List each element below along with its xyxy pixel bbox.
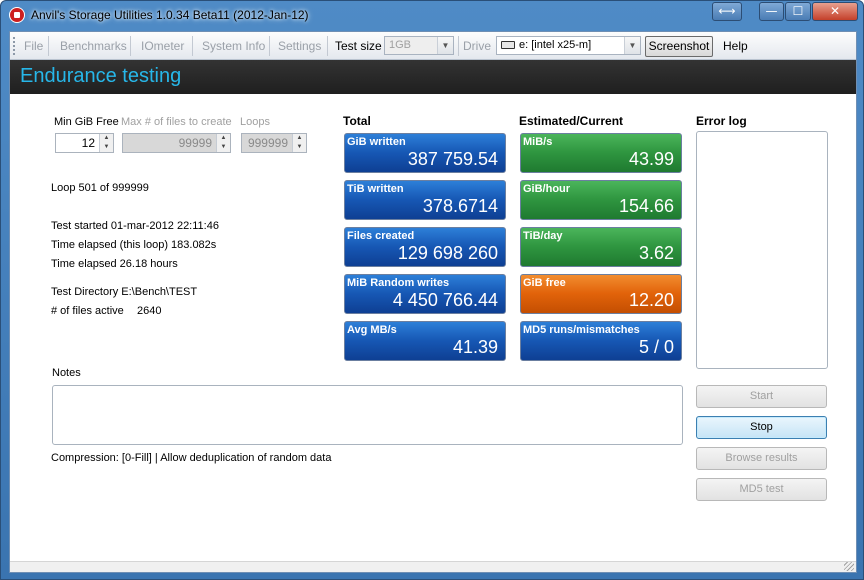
compression-info: Compression: [0-Fill] | Allow deduplicat…	[51, 452, 332, 464]
tile-value: 41.39	[452, 337, 498, 357]
tile-value: 154.66	[618, 196, 674, 216]
tile-value: 12.20	[628, 290, 674, 310]
menu-help[interactable]: Help	[723, 39, 748, 53]
resize-grip-icon[interactable]	[844, 562, 854, 571]
spin-arrows-icon[interactable]: ▲ ▼	[216, 134, 230, 152]
menu-separator	[48, 36, 49, 56]
tile-gib-free: GiB free 12.20	[520, 274, 682, 314]
maximize-button[interactable]: ☐	[785, 2, 811, 21]
estimated-title: Estimated/Current	[519, 114, 624, 128]
anvil-app-icon[interactable]	[9, 7, 25, 23]
start-button[interactable]: Start	[696, 385, 827, 408]
menu-separator	[192, 36, 193, 56]
test-size-label: Test size	[335, 39, 382, 53]
browse-results-button[interactable]: Browse results	[696, 447, 827, 470]
menu-file[interactable]: File	[24, 39, 44, 53]
md5-test-button[interactable]: MD5 test	[696, 478, 827, 501]
chevron-down-icon[interactable]: ▼	[437, 37, 453, 54]
tile-label: MD5 runs/mismatches	[523, 324, 640, 336]
time-elapsed-loop: Time elapsed (this loop) 183.082s	[51, 239, 217, 251]
tile-value: 5 / 0	[638, 337, 674, 357]
spin-arrows-icon[interactable]: ▲ ▼	[292, 134, 306, 152]
tile-label: GiB/hour	[523, 183, 571, 195]
notes-textarea[interactable]	[52, 385, 683, 445]
drive-icon	[501, 41, 515, 49]
close-button[interactable]: ✕	[812, 2, 858, 21]
tile-files-created: Files created 129 698 260	[344, 227, 506, 267]
loops-label: Loops	[240, 116, 270, 128]
error-log-title: Error log	[696, 114, 747, 128]
tile-label: Avg MB/s	[347, 324, 397, 336]
swap-arrows-icon[interactable]: ⟷	[712, 2, 742, 21]
tile-value: 129 698 260	[397, 243, 498, 263]
menu-benchmarks[interactable]: Benchmarks	[60, 39, 127, 53]
tile-label: Files created	[347, 230, 415, 242]
tile-value: 3.62	[638, 243, 674, 263]
tile-mib-per-s: MiB/s 43.99	[520, 133, 682, 173]
menu-separator	[269, 36, 270, 56]
spin-arrows-icon[interactable]: ▲ ▼	[99, 134, 113, 152]
screenshot-button[interactable]: Screenshot	[645, 36, 713, 57]
time-elapsed-total: Time elapsed 26.18 hours	[51, 258, 178, 270]
tile-label: GiB free	[523, 277, 566, 289]
totals-title: Total	[343, 114, 371, 128]
main-client-area: File Benchmarks IOmeter System Info Sett…	[9, 31, 857, 573]
drive-select[interactable]: e: [intel x25-m] ▼	[496, 36, 641, 55]
max-files-stepper[interactable]: 99999 ▲ ▼	[122, 133, 231, 153]
tile-label: MiB Random writes	[347, 277, 450, 289]
menu-separator	[130, 36, 131, 56]
min-gib-free-stepper[interactable]: 12 ▲ ▼	[55, 133, 114, 153]
menu-system-info[interactable]: System Info	[202, 39, 266, 53]
tile-value: 43.99	[628, 149, 674, 169]
window-title: Anvil's Storage Utilities 1.0.34 Beta11 …	[31, 8, 309, 22]
tile-label: MiB/s	[523, 136, 553, 148]
test-size-select[interactable]: 1GB ▼	[384, 36, 454, 55]
title-bar[interactable]: Anvil's Storage Utilities 1.0.34 Beta11 …	[1, 1, 863, 29]
tile-value: 387 759.54	[407, 149, 498, 169]
tile-gib-per-hour: GiB/hour 154.66	[520, 180, 682, 220]
max-files-value: 99999	[178, 136, 212, 150]
test-started: Test started 01-mar-2012 22:11:46	[51, 220, 219, 232]
files-active-label: # of files active	[51, 305, 124, 317]
tile-md5-runs: MD5 runs/mismatches 5 / 0	[520, 321, 682, 361]
loops-stepper[interactable]: 999999 ▲ ▼	[241, 133, 307, 153]
stop-button[interactable]: Stop	[696, 416, 827, 439]
tile-value: 378.6714	[422, 196, 498, 216]
files-active-value: 2640	[137, 305, 162, 317]
status-bar	[10, 561, 856, 572]
max-files-label: Max # of files to create	[121, 116, 232, 128]
test-size-value: 1GB	[389, 39, 412, 51]
menu-bar: File Benchmarks IOmeter System Info Sett…	[10, 32, 856, 60]
test-directory: Test Directory E:\Bench\TEST	[51, 286, 198, 298]
menu-separator	[458, 36, 459, 56]
loops-value: 999999	[247, 136, 288, 150]
page-title: Endurance testing	[20, 65, 182, 87]
drive-value: e: [intel x25-m]	[519, 39, 592, 51]
tile-tib-written: TiB written 378.6714	[344, 180, 506, 220]
minimize-button[interactable]: —	[759, 2, 784, 21]
error-log-box[interactable]	[696, 131, 828, 369]
min-gib-free-value: 12	[81, 136, 95, 150]
tile-mib-random-writes: MiB Random writes 4 450 766.44	[344, 274, 506, 314]
menu-separator	[327, 36, 328, 56]
tile-tib-per-day: TiB/day 3.62	[520, 227, 682, 267]
menu-settings[interactable]: Settings	[278, 39, 322, 53]
notes-label: Notes	[52, 367, 81, 379]
section-header: Endurance testing	[10, 60, 856, 94]
tile-label: GiB written	[347, 136, 406, 148]
tile-value: 4 450 766.44	[392, 290, 498, 310]
tile-label: TiB/day	[523, 230, 563, 242]
tile-gib-written: GiB written 387 759.54	[344, 133, 506, 173]
chevron-down-icon[interactable]: ▼	[624, 37, 640, 54]
drive-label: Drive	[463, 39, 492, 53]
tile-avg-mbs: Avg MB/s 41.39	[344, 321, 506, 361]
min-gib-free-label: Min GiB Free	[54, 116, 119, 128]
menu-iometer[interactable]: IOmeter	[141, 39, 185, 53]
loop-status: Loop 501 of 999999	[51, 182, 149, 194]
tile-label: TiB written	[347, 183, 404, 195]
toolbar-grip-icon[interactable]	[13, 37, 16, 55]
